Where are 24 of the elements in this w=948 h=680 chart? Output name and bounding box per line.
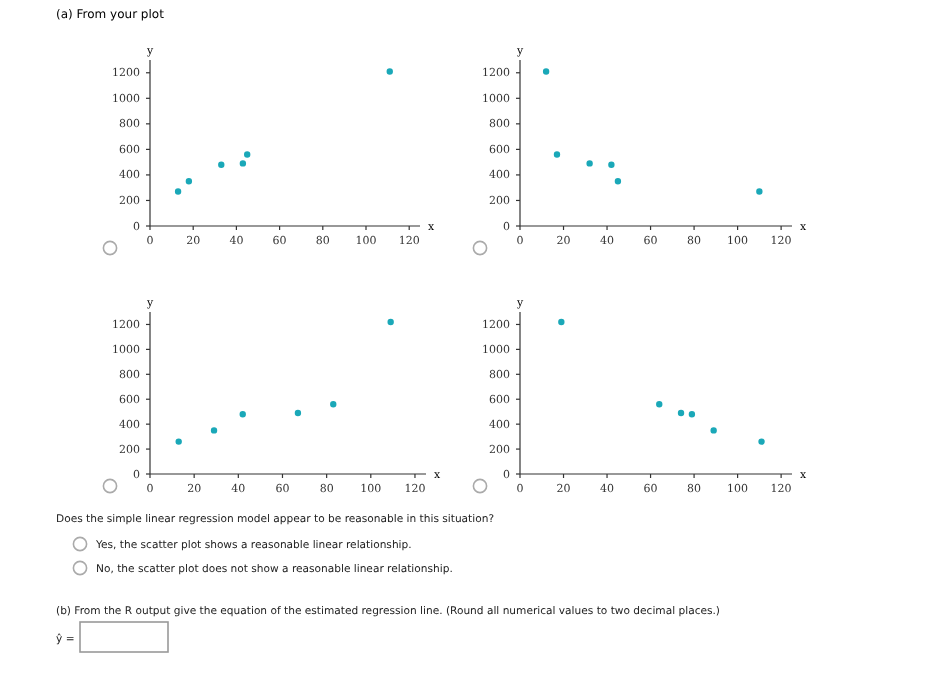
- point: [542, 68, 550, 75]
- point: [758, 438, 765, 445]
- point: [218, 161, 225, 168]
- point: [710, 427, 717, 434]
- point: [294, 409, 302, 417]
- point: [677, 409, 685, 417]
- point: [656, 401, 663, 408]
- point: [558, 318, 565, 326]
- point: [688, 411, 696, 418]
- point: [210, 427, 218, 434]
- point: [244, 151, 251, 158]
- point: [175, 438, 182, 445]
- point: [756, 188, 763, 195]
- point: [586, 160, 593, 167]
- point: [185, 178, 193, 185]
- point: [330, 401, 337, 408]
- point: [608, 161, 615, 168]
- point: [386, 68, 393, 75]
- point: [387, 318, 394, 326]
- point: [174, 188, 182, 195]
- point: [553, 151, 561, 158]
- point: [614, 178, 622, 185]
- point: [239, 411, 246, 418]
- point: [239, 160, 247, 167]
